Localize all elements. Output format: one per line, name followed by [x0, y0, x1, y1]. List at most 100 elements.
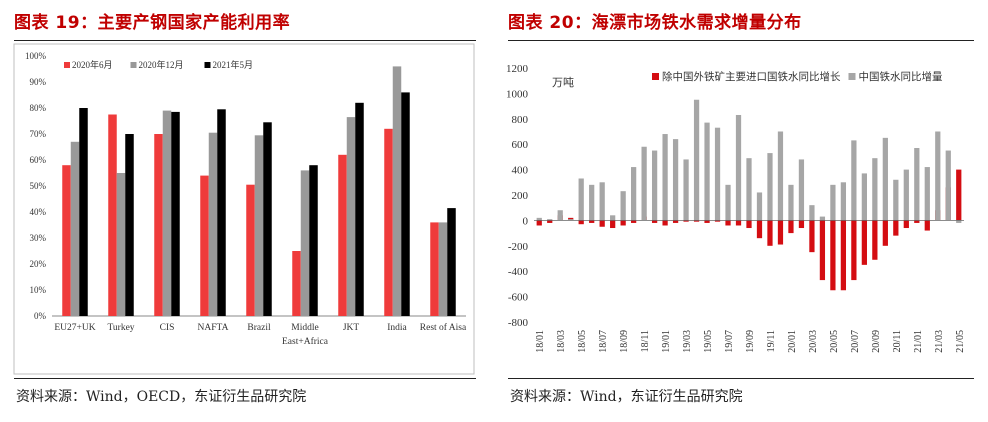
bar-0-17	[714, 220, 721, 222]
legend-label: 除中国外铁矿主要进口国铁水同比增长	[662, 70, 841, 83]
x-tick-label: 18/03	[556, 330, 567, 353]
bar-0-8	[620, 220, 626, 226]
bar-0-37	[924, 220, 930, 231]
bar-1-13	[672, 139, 679, 221]
x-tick-label: Middle	[291, 323, 318, 333]
bar-0-5	[292, 251, 301, 316]
left-chart-title: 图表 19：主要产钢国家产能利用率	[14, 13, 291, 33]
y-tick-label: 10%	[30, 285, 47, 295]
x-tick-label: 19/07	[724, 330, 735, 353]
bar-0-1	[108, 114, 117, 316]
x-tick-label: 20/09	[871, 330, 882, 353]
legend-label: 2021年5月	[213, 59, 254, 70]
left-chart-panel: 图表 19：主要产钢国家产能利用率 0% 10% 20% 30% 40% 50% 60% 70…	[0, 0, 490, 422]
bar-1-39	[945, 150, 951, 221]
x-tick-label: 20/07	[850, 330, 861, 353]
bar-1-3	[208, 132, 218, 316]
x-tick-label: 19/09	[745, 330, 756, 353]
bar-1-4	[254, 135, 264, 316]
y-tick-label: 800	[512, 114, 529, 126]
x-tick-label: East+Africa	[282, 336, 329, 347]
y-tick-label: 50%	[30, 181, 47, 191]
x-tick-label: India	[387, 323, 407, 333]
x-tick-label: EU27+UK	[54, 323, 95, 333]
legend-label: 2020年6月	[72, 59, 113, 70]
right-chart-source: 资料来源：Wind，东证衍生品研究院	[510, 389, 743, 405]
bar-1-35	[903, 169, 909, 221]
bar-1-26	[809, 205, 815, 221]
bar-1-14	[683, 159, 689, 221]
y-tick-label: 600	[512, 139, 529, 151]
legend-swatch	[204, 62, 211, 68]
bar-0-7	[384, 128, 393, 316]
legend-swatch	[848, 73, 856, 80]
left-source-rule	[14, 378, 476, 379]
bar-0-6	[599, 220, 605, 227]
bar-1-25	[798, 159, 805, 221]
x-tick-label: 19/03	[682, 330, 693, 353]
bar-0-27	[819, 220, 826, 281]
bar-0-16	[704, 220, 710, 223]
bar-1-37	[924, 167, 930, 221]
x-tick-label: 18/01	[535, 330, 546, 353]
x-tick-label: 20/11	[892, 330, 903, 352]
bar-0-9	[631, 220, 637, 223]
bar-1-24	[788, 184, 794, 221]
bar-1-19	[735, 114, 742, 221]
x-tick-label: 21/01	[913, 330, 924, 353]
legend-swatch	[130, 62, 137, 68]
x-tick-label: CIS	[160, 323, 175, 333]
bar-1-21	[756, 192, 763, 221]
bar-1-38	[935, 131, 941, 221]
bar-2-6	[355, 102, 364, 316]
legend-swatch	[652, 73, 659, 80]
y-tick-label: 80%	[30, 103, 47, 113]
y-tick-label: 70%	[30, 129, 47, 139]
bar-2-7	[401, 92, 410, 317]
y-tick-label: 40%	[30, 207, 47, 217]
bar-0-0	[536, 220, 542, 226]
bar-0-19	[735, 220, 742, 226]
bar-1-6	[599, 182, 605, 221]
y-tick-label: 20%	[30, 259, 47, 269]
legend-label: 2020年12月	[139, 59, 184, 70]
bar-2-0	[79, 108, 88, 316]
bar-2-5	[309, 165, 318, 316]
bar-0-6	[338, 154, 347, 316]
x-tick-label: 20/03	[808, 330, 819, 353]
bar-0-4	[578, 220, 584, 225]
bar-0-23	[777, 220, 784, 245]
bar-1-2	[557, 210, 563, 221]
bar-0-18	[725, 220, 731, 226]
bar-1-9	[631, 167, 637, 221]
y-tick-label: 1200	[506, 63, 529, 75]
bar-1-5	[589, 184, 595, 221]
bar-1-33	[882, 137, 888, 221]
bar-1-12	[662, 134, 668, 221]
bar-1-8	[438, 222, 448, 316]
bar-0-31	[861, 220, 867, 265]
y-tick-label: -200	[508, 241, 529, 253]
bar-2-3	[217, 109, 226, 316]
y-tick-label: -600	[508, 292, 529, 304]
x-tick-label: Turkey	[107, 323, 134, 333]
bar-1-1	[116, 173, 126, 316]
bar-0-0	[62, 165, 71, 316]
y-tick-label: 30%	[30, 233, 47, 243]
y-tick-label: 400	[512, 165, 529, 177]
bar-1-29	[840, 182, 847, 221]
bar-0-12	[662, 220, 668, 226]
bar-1-36	[914, 148, 920, 221]
y-tick-label: 200	[512, 190, 529, 202]
bar-2-4	[263, 122, 272, 316]
bar-0-7	[610, 220, 616, 229]
x-tick-label: 19/11	[766, 330, 777, 352]
x-tick-label: 19/05	[703, 330, 714, 353]
y-tick-label: 90%	[30, 77, 47, 87]
bar-0-15	[693, 220, 700, 222]
bar-1-3	[568, 219, 574, 221]
y-tick-label: 1000	[506, 88, 529, 100]
bar-0-24	[788, 220, 794, 234]
left-chart: 0% 10% 20% 30% 40% 50% 60% 70% 80% 90% 100% EU27+UK…	[13, 43, 475, 375]
bar-0-21	[756, 220, 763, 239]
